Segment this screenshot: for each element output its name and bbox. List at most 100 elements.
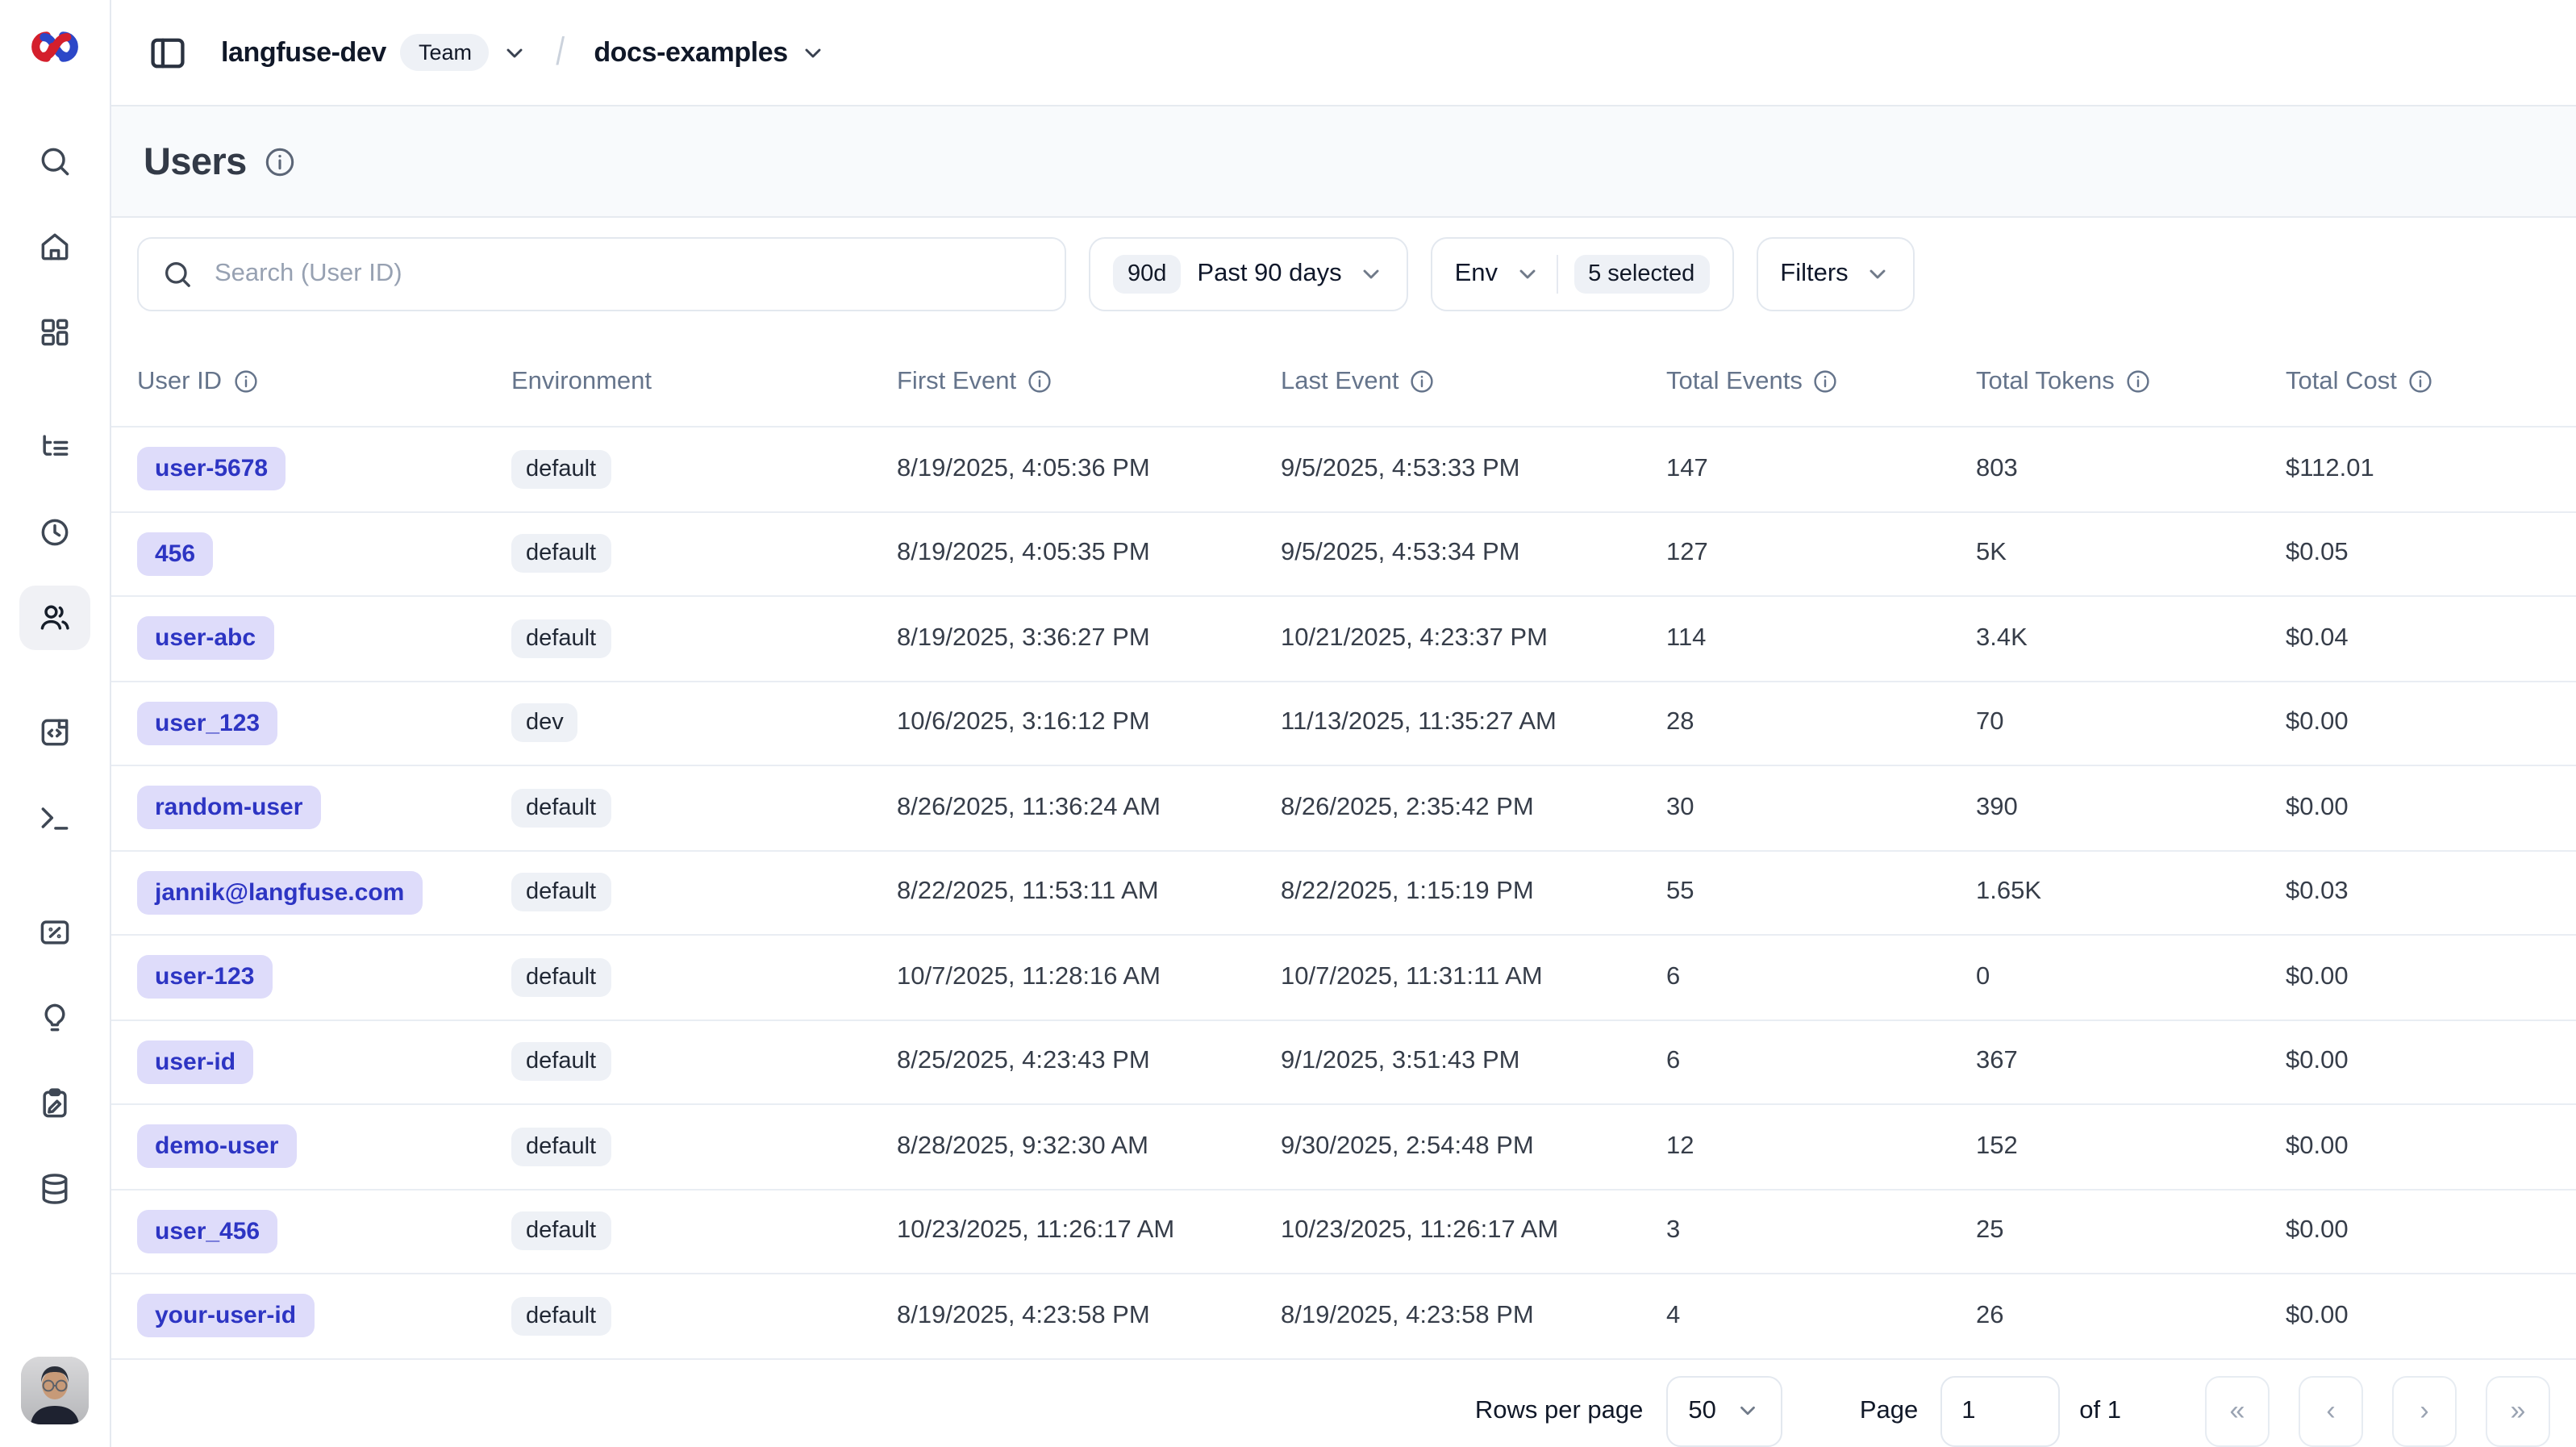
cell-last-event: 8/26/2025, 2:35:42 PM: [1281, 794, 1666, 823]
table-row[interactable]: demo-user default 8/28/2025, 9:32:30 AM …: [111, 1103, 2576, 1188]
sidebar-item-sessions[interactable]: [19, 500, 90, 565]
langfuse-logo[interactable]: [24, 16, 85, 77]
cell-last-event: 8/19/2025, 4:23:58 PM: [1281, 1302, 1666, 1331]
sidebar-item-evals[interactable]: [19, 986, 90, 1050]
search-input[interactable]: [211, 258, 1042, 290]
prompts-file-code-icon: [37, 715, 73, 750]
cell-last-event: 8/22/2025, 1:15:19 PM: [1281, 878, 1666, 907]
table-row[interactable]: user-123 default 10/7/2025, 11:28:16 AM …: [111, 934, 2576, 1019]
cell-last-event: 11/13/2025, 11:35:27 AM: [1281, 709, 1666, 738]
user-id-badge[interactable]: 456: [137, 532, 213, 576]
info-icon[interactable]: [233, 369, 257, 394]
avatar-photo: [21, 1357, 89, 1424]
last-page-button[interactable]: »: [2486, 1375, 2550, 1446]
page-number-input[interactable]: [1940, 1375, 2060, 1446]
user-id-badge[interactable]: user_123: [137, 702, 277, 745]
cell-first-event: 8/25/2025, 4:23:43 PM: [897, 1048, 1281, 1077]
next-page-button[interactable]: ›: [2392, 1375, 2457, 1446]
cell-environment: default: [511, 958, 897, 997]
scores-percent-icon: [37, 915, 73, 950]
tracing-icon: [37, 429, 73, 465]
page-header: Users: [111, 105, 2576, 218]
column-header-first-event: First Event: [897, 367, 1281, 396]
date-range-button[interactable]: 90d Past 90 days: [1089, 237, 1408, 311]
env-filter-button[interactable]: Env 5 selected: [1431, 237, 1734, 311]
user-id-badge[interactable]: user-id: [137, 1040, 253, 1084]
table-row[interactable]: user-abc default 8/19/2025, 3:36:27 PM 1…: [111, 595, 2576, 680]
sidebar-item-dashboards[interactable]: [19, 300, 90, 365]
user-id-badge[interactable]: user_456: [137, 1210, 277, 1253]
cell-user-id: user_456: [137, 1210, 511, 1253]
table-row[interactable]: jannik@langfuse.com default 8/22/2025, 1…: [111, 849, 2576, 934]
sidebar-item-datasets[interactable]: [19, 1157, 90, 1221]
user-id-badge[interactable]: user-123: [137, 956, 272, 999]
cell-total-cost: $0.00: [2286, 794, 2550, 823]
breadcrumb-separator: /: [556, 30, 565, 75]
user-id-badge[interactable]: jannik@langfuse.com: [137, 871, 422, 915]
user-id-badge[interactable]: random-user: [137, 786, 320, 830]
filters-button[interactable]: Filters: [1756, 237, 1914, 311]
info-icon[interactable]: [1814, 369, 1838, 394]
cell-user-id: user-123: [137, 956, 511, 999]
table-row[interactable]: user_123 dev 10/6/2025, 3:16:12 PM 11/13…: [111, 680, 2576, 765]
table-body: user-5678 default 8/19/2025, 4:05:36 PM …: [111, 426, 2576, 1357]
user-id-badge[interactable]: your-user-id: [137, 1295, 314, 1338]
project-switcher[interactable]: docs-examples: [594, 36, 827, 69]
column-header-last-event: Last Event: [1281, 367, 1666, 396]
sidebar-item-users[interactable]: [19, 586, 90, 650]
first-page-button[interactable]: «: [2205, 1375, 2270, 1446]
cell-total-events: 6: [1666, 1048, 1976, 1077]
chevron-down-icon: [1514, 261, 1540, 287]
info-icon[interactable]: [1411, 369, 1435, 394]
env-selected-badge: 5 selected: [1574, 255, 1709, 294]
cell-total-cost: $0.05: [2286, 540, 2550, 569]
sidebar-item-playground[interactable]: [19, 786, 90, 850]
environment-badge: default: [511, 450, 611, 489]
table-row[interactable]: 456 default 8/19/2025, 4:05:35 PM 9/5/20…: [111, 511, 2576, 595]
cell-total-tokens: 3.4K: [1976, 624, 2286, 653]
cell-total-tokens: 803: [1976, 455, 2286, 484]
info-icon[interactable]: [2126, 369, 2150, 394]
org-switcher[interactable]: Team: [401, 34, 528, 71]
sidebar-item-home[interactable]: [19, 215, 90, 279]
cell-environment: default: [511, 1043, 897, 1082]
sidebar-item-scores[interactable]: [19, 900, 90, 965]
table-row[interactable]: your-user-id default 8/19/2025, 4:23:58 …: [111, 1273, 2576, 1357]
cell-total-tokens: 367: [1976, 1048, 2286, 1077]
cell-first-event: 8/19/2025, 3:36:27 PM: [897, 624, 1281, 653]
sidebar-item-tracing[interactable]: [19, 415, 90, 479]
cell-user-id: random-user: [137, 786, 511, 830]
user-id-badge[interactable]: user-5678: [137, 448, 286, 491]
cell-total-cost: $0.03: [2286, 878, 2550, 907]
sidebar-item-annotation[interactable]: [19, 1071, 90, 1136]
environment-badge: default: [511, 1128, 611, 1166]
user-avatar[interactable]: [21, 1357, 89, 1424]
cell-first-event: 10/7/2025, 11:28:16 AM: [897, 963, 1281, 992]
table-row[interactable]: random-user default 8/26/2025, 11:36:24 …: [111, 765, 2576, 849]
info-icon[interactable]: [265, 146, 295, 177]
search-box[interactable]: [137, 237, 1066, 311]
environment-badge: default: [511, 1297, 611, 1336]
chevron-down-icon: [1736, 1399, 1760, 1423]
cell-environment: default: [511, 1212, 897, 1251]
cell-total-cost: $0.00: [2286, 1048, 2550, 1077]
previous-page-button[interactable]: ‹: [2299, 1375, 2363, 1446]
user-id-badge[interactable]: user-abc: [137, 617, 273, 661]
cell-environment: default: [511, 874, 897, 912]
user-id-badge[interactable]: demo-user: [137, 1125, 296, 1169]
rows-per-page-select[interactable]: 50: [1665, 1375, 1782, 1446]
column-header-total-tokens: Total Tokens: [1976, 367, 2286, 396]
cell-environment: default: [511, 789, 897, 828]
table-row[interactable]: user-id default 8/25/2025, 4:23:43 PM 9/…: [111, 1019, 2576, 1103]
info-icon[interactable]: [1027, 369, 1052, 394]
column-header-total-events: Total Events: [1666, 367, 1976, 396]
sidebar-item-prompts[interactable]: [19, 700, 90, 765]
org-name[interactable]: langfuse-dev: [221, 36, 386, 69]
sidebar-toggle-button[interactable]: [144, 28, 192, 77]
info-icon[interactable]: [2408, 369, 2432, 394]
table-row[interactable]: user_456 default 10/23/2025, 11:26:17 AM…: [111, 1188, 2576, 1273]
table-row[interactable]: user-5678 default 8/19/2025, 4:05:36 PM …: [111, 426, 2576, 511]
cell-total-tokens: 25: [1976, 1217, 2286, 1246]
cell-total-tokens: 390: [1976, 794, 2286, 823]
sidebar-item-search[interactable]: [19, 129, 90, 194]
